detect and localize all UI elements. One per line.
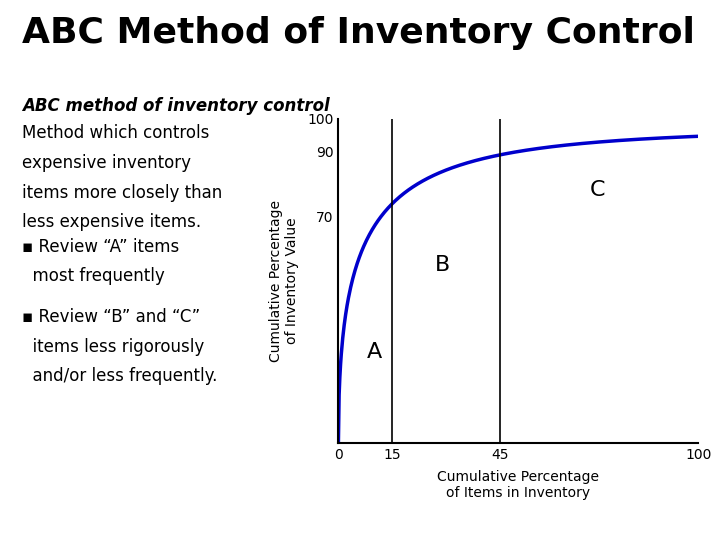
Text: items more closely than: items more closely than xyxy=(22,184,222,201)
Text: and/or less frequently.: and/or less frequently. xyxy=(22,367,217,385)
Text: ▪ Review “B” and “C”: ▪ Review “B” and “C” xyxy=(22,308,200,326)
Text: C: C xyxy=(590,180,606,200)
X-axis label: Cumulative Percentage
of Items in Inventory: Cumulative Percentage of Items in Invent… xyxy=(438,470,599,500)
Text: Method which controls: Method which controls xyxy=(22,124,209,142)
Text: ABC method of inventory control: ABC method of inventory control xyxy=(22,97,329,115)
Text: ▪ Review “A” items: ▪ Review “A” items xyxy=(22,238,179,255)
Text: expensive inventory: expensive inventory xyxy=(22,154,191,172)
Text: ABC Method of Inventory Control: ABC Method of Inventory Control xyxy=(22,16,695,50)
Text: less expensive items.: less expensive items. xyxy=(22,213,201,231)
Text: items less rigorously: items less rigorously xyxy=(22,338,204,355)
Text: most frequently: most frequently xyxy=(22,267,164,285)
Text: B: B xyxy=(435,254,451,275)
Y-axis label: Cumulative Percentage
of Inventory Value: Cumulative Percentage of Inventory Value xyxy=(269,200,299,362)
Text: A: A xyxy=(366,342,382,362)
